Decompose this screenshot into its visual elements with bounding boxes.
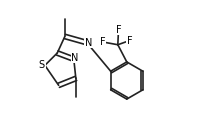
Text: F: F <box>100 37 105 47</box>
Text: N: N <box>71 53 79 63</box>
Text: S: S <box>39 60 45 70</box>
Text: N: N <box>84 38 92 48</box>
Text: F: F <box>127 36 132 46</box>
Text: F: F <box>116 25 121 35</box>
